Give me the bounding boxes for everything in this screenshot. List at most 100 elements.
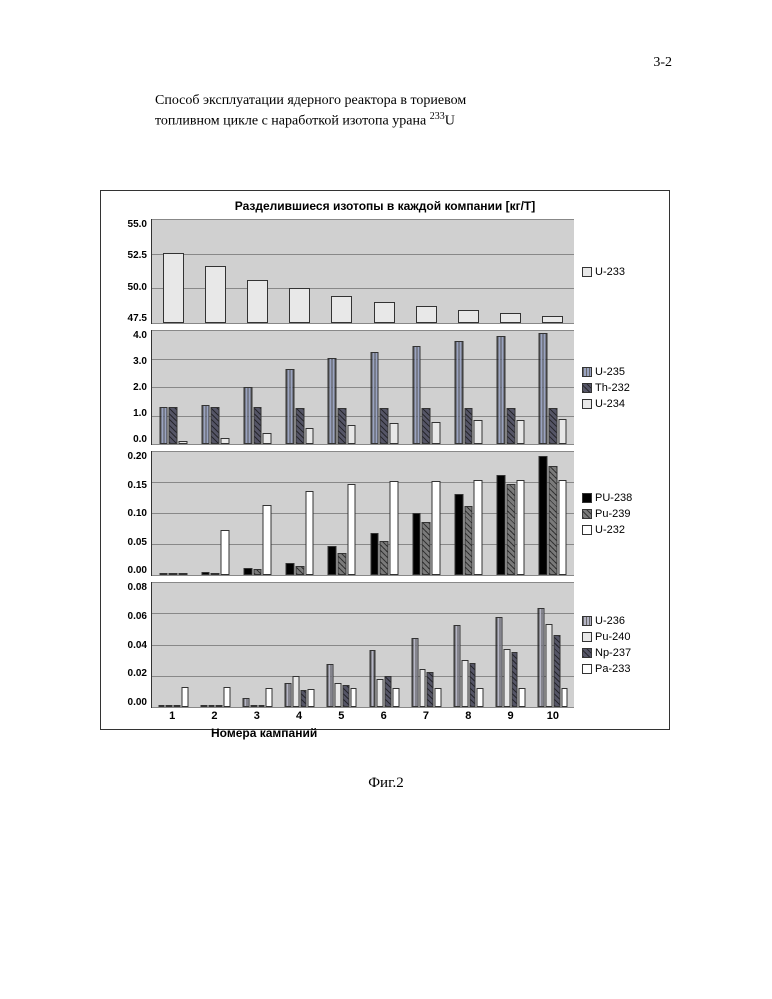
bar <box>497 336 506 444</box>
bar-group <box>369 650 400 707</box>
legend-item: Np-237 <box>582 647 659 659</box>
y-tick-label: 0.00 <box>111 697 147 708</box>
bar-group <box>496 475 525 575</box>
bar <box>558 419 567 444</box>
legend-swatch <box>582 493 592 503</box>
bar <box>295 566 304 575</box>
bar <box>224 687 231 707</box>
bar <box>263 505 272 575</box>
bar <box>211 407 220 444</box>
y-tick-label: 0.04 <box>111 640 147 651</box>
bar <box>432 422 441 444</box>
legend-label: U-232 <box>595 524 625 536</box>
bar <box>454 625 461 707</box>
bar <box>385 676 392 708</box>
bar <box>158 705 165 707</box>
x-tick-label: 2 <box>211 710 217 722</box>
bar-group <box>412 346 441 444</box>
bar <box>374 302 395 323</box>
bar <box>561 688 568 707</box>
y-tick-label: 0.02 <box>111 668 147 679</box>
legend-swatch <box>582 525 592 535</box>
bar <box>216 705 223 707</box>
bar-group <box>285 369 314 444</box>
bar <box>178 573 187 576</box>
grid-line <box>152 613 574 614</box>
page-number: 3-2 <box>653 55 672 71</box>
bar-group <box>285 491 314 575</box>
bar <box>250 705 257 707</box>
y-tick-label: 50.0 <box>111 282 147 293</box>
bar <box>221 530 230 575</box>
bar-group <box>200 687 231 707</box>
y-tick-label: 3.0 <box>111 356 147 367</box>
y-tick-label: 0.20 <box>111 451 147 462</box>
bar-group <box>496 336 525 444</box>
bar <box>370 352 379 444</box>
bar <box>295 408 304 444</box>
bar <box>163 253 184 323</box>
x-axis-title: Номера кампаний <box>111 726 659 740</box>
bar-group <box>542 316 564 323</box>
bar <box>221 438 230 444</box>
bar-group <box>162 253 184 323</box>
bar <box>285 683 292 707</box>
bar <box>308 689 315 707</box>
legend-label: U-233 <box>595 266 625 278</box>
bar <box>419 669 426 707</box>
legend-swatch <box>582 632 592 642</box>
panel-0: 55.052.550.047.5U-233 <box>111 219 659 324</box>
x-tick-label: 1 <box>169 710 175 722</box>
legend-label: Pa-233 <box>595 663 630 675</box>
bar <box>422 408 431 444</box>
bar-group <box>158 687 189 707</box>
legend: PU-238Pu-239U-232 <box>574 451 659 576</box>
legend-item: U-235 <box>582 366 659 378</box>
legend-swatch <box>582 383 592 393</box>
bar <box>263 433 272 445</box>
bar <box>392 688 399 707</box>
legend-item: Pa-233 <box>582 663 659 675</box>
y-tick-label: 0.0 <box>111 434 147 445</box>
bar-group <box>370 481 399 575</box>
legend-label: U-234 <box>595 398 625 410</box>
bar <box>516 480 525 575</box>
legend-swatch <box>582 664 592 674</box>
legend-label: PU-238 <box>595 492 632 504</box>
bar-group <box>454 480 483 575</box>
bar-group <box>454 341 483 445</box>
bar-group <box>411 638 442 707</box>
bar <box>205 266 226 323</box>
legend-item: Pu-240 <box>582 631 659 643</box>
bar <box>455 341 464 445</box>
bar <box>305 491 314 575</box>
bar <box>244 387 253 445</box>
y-tick-label: 55.0 <box>111 219 147 230</box>
y-tick-label: 47.5 <box>111 313 147 324</box>
bar-group <box>538 456 567 575</box>
bar <box>461 660 468 707</box>
bar <box>335 683 342 707</box>
panels-container: 55.052.550.047.5U-2334.03.02.01.00.0U-23… <box>111 219 659 740</box>
bar-group <box>537 608 568 707</box>
bar <box>474 480 483 575</box>
bar <box>253 407 262 444</box>
bar-group <box>326 664 357 707</box>
x-tick-label: 3 <box>254 710 260 722</box>
grid-line <box>152 575 574 576</box>
bar <box>174 705 181 707</box>
legend-swatch <box>582 399 592 409</box>
bar-group <box>159 573 188 576</box>
bar <box>208 705 215 707</box>
y-tick-label: 0.06 <box>111 611 147 622</box>
x-tick-label: 9 <box>507 710 513 722</box>
bar <box>542 316 563 323</box>
bar <box>412 513 421 576</box>
plot-area <box>151 219 574 324</box>
bar <box>211 573 220 575</box>
bar <box>496 617 503 707</box>
y-tick-label: 0.08 <box>111 582 147 593</box>
bar <box>370 533 379 576</box>
bar-group <box>327 484 356 575</box>
bar-group <box>243 387 272 445</box>
